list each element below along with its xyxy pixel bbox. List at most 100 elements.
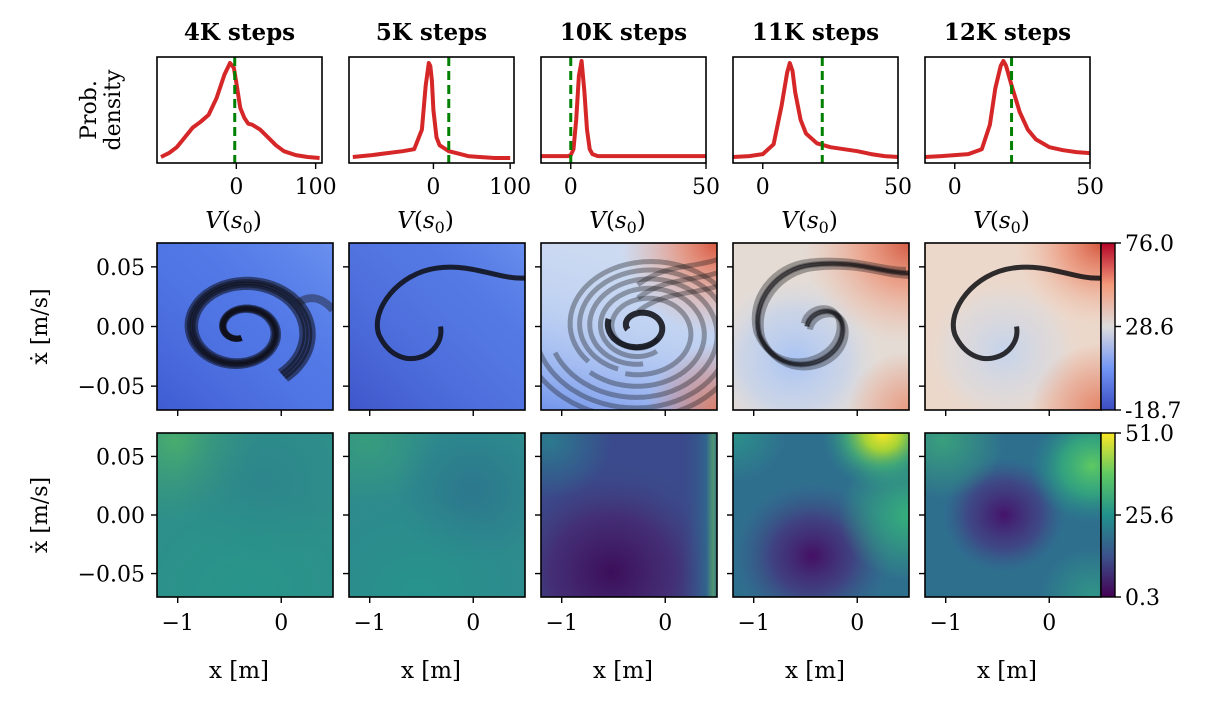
x-axis-label: V(s0) [589,208,646,237]
value-panel-2 [343,242,526,416]
trajectory [636,284,717,314]
x-axis-label: x [m] [785,658,845,684]
axes-frame [156,56,323,164]
uncertainty-panel-5: −1 0x [m] [919,432,1102,684]
value-panel-5 [919,242,1102,416]
x-axis-label: x [m] [209,658,269,684]
uncertainty-panel-2: −1 0x [m] [343,432,526,684]
uncertainty-map-row: −1 0x [m]0.050.00−0.05ẋ [m/s]−1 0x [m]−1 0… [28,432,1102,684]
x-tick-label: 100 [295,175,337,200]
x-axis-label: V(s0) [205,208,262,237]
x-tick-label: 50 [1076,175,1104,200]
y-tick-label: 0.05 [96,445,145,470]
x-tick-label: 50 [884,175,912,200]
density-panel-5: 12K steps 0 50 V(s0) [924,19,1104,237]
heatmap-layer [925,433,1101,597]
value-map-row: 0.05 0.00 −0.05 ẋ [m/s] [28,242,1102,416]
y-axis-label: ẋ [m/s] [28,288,53,364]
trajectory [552,276,717,400]
colorbar-gradient [1100,432,1116,598]
uncertainty-panel-3: −1 0x [m] [535,432,718,684]
trajectory [950,264,1101,362]
colorbar-value: 76.0 28.6 -18.7 [1100,232,1181,424]
trajectory [604,309,666,351]
density-curve [352,61,511,160]
colorbar-gradient [1100,242,1116,411]
heatmap-layer [349,433,525,597]
heatmap [349,433,525,597]
uncertainty-panel-4: −1 0x [m] [727,432,910,684]
axes-frame [540,56,707,164]
y-tick-label: −0.05 [78,375,145,400]
trajectory [755,261,909,367]
trajectory [374,264,525,362]
heatmap [541,433,717,597]
heatmap [157,243,333,410]
x-tick-label: −1 [929,611,961,636]
trajectory [184,276,316,382]
x-tick-label: 0 [229,175,243,200]
heatmap [541,243,717,410]
y-axis-label: ẋ [m/s] [28,477,53,553]
uncertainty-panel-1: −1 0x [m] 0.05 0.00 −0.05 ẋ [m/s] [28,432,334,684]
trajectory [636,270,717,301]
density-panel-1: 4K steps 0 100 V(s0) Prob.density [77,19,337,237]
trajectory [295,294,333,313]
heatmap [349,243,525,410]
x-tick-label: −1 [353,611,385,636]
x-tick-label: 0 [948,175,962,200]
colorbar-uncertainty: 51.0 25.6 0.3 [1100,422,1174,611]
x-axis-label: x [m] [401,658,461,684]
heatmap [733,243,909,410]
heatmap [925,243,1101,410]
axes-frame [348,56,515,164]
density-panel-4: 11K steps 0 50 V(s0) [732,19,912,237]
x-tick-label: 0 [1042,611,1056,636]
colorbar-max-label: 51.0 [1125,422,1174,447]
value-panel-4 [727,242,910,416]
x-tick-label: −1 [737,611,769,636]
x-axis-label: x [m] [593,658,653,684]
density-curve [924,59,1091,159]
colorbar-max-label: 76.0 [1125,232,1174,257]
y-axis-label: Prob.density [77,69,126,150]
heatmap-layer [541,433,717,597]
x-tick-label: 0 [426,175,440,200]
trajectory [541,258,717,410]
density-curve [732,61,899,159]
density-curve [541,59,706,159]
x-axis-label: V(s0) [781,208,838,237]
colorbar-mid-label: 25.6 [1125,504,1174,529]
panel-title: 11K steps [752,19,879,46]
x-tick-label: 0 [274,611,288,636]
heatmap [925,433,1101,597]
density-panel-3: 10K steps 0 50 V(s0) [540,19,720,237]
x-tick-label: 0 [658,611,672,636]
density-curve [160,61,320,160]
panel-title: 12K steps [944,19,1071,46]
x-tick-label: −1 [545,611,577,636]
x-axis-label: x [m] [977,658,1037,684]
axes-frame [924,56,1091,164]
y-tick-label: 0.00 [96,316,145,341]
heatmap [157,433,333,597]
panel-title: 10K steps [560,19,687,46]
heatmap-layer [157,433,333,597]
x-tick-label: 0 [466,611,480,636]
colorbars: 76.0 28.6 -18.751.0 25.6 0.3 [1100,232,1181,611]
x-axis-label: V(s0) [397,208,454,237]
panel-title: 5K steps [376,19,487,46]
x-tick-label: 0 [564,175,578,200]
x-tick-label: 100 [489,175,531,200]
y-tick-label: −0.05 [78,563,145,588]
trajectory [636,257,717,287]
axes-frame [732,56,899,164]
x-axis-label: V(s0) [973,208,1030,237]
colorbar-min-label: -18.7 [1125,399,1181,424]
trajectory [588,285,707,389]
y-tick-label: 0.00 [96,504,145,529]
heatmap [733,433,909,597]
x-tick-label: 50 [692,175,720,200]
